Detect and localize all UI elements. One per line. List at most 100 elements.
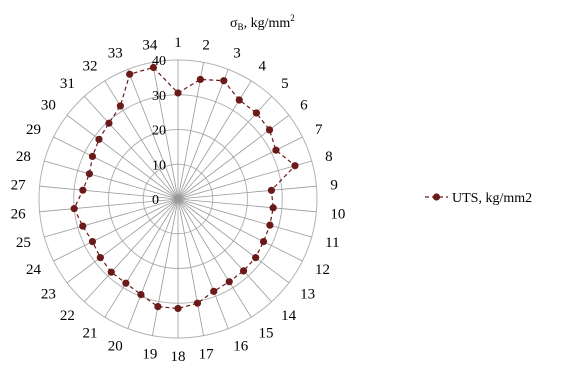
units-text: , kg/mm xyxy=(244,16,291,31)
data-point xyxy=(174,89,182,97)
spoke xyxy=(39,185,179,200)
category-label: 6 xyxy=(300,97,308,113)
category-label: 5 xyxy=(281,76,289,92)
spoke xyxy=(66,114,179,200)
spoke xyxy=(104,80,179,200)
spoke xyxy=(177,198,317,213)
data-point xyxy=(252,109,261,117)
category-label: 10 xyxy=(330,206,345,222)
data-point xyxy=(272,146,280,154)
category-label: 9 xyxy=(330,178,338,194)
spoke xyxy=(44,160,179,200)
data-point xyxy=(116,102,124,110)
category-label: 2 xyxy=(202,38,210,54)
category-label: 26 xyxy=(11,206,27,222)
spoke xyxy=(53,198,179,262)
data-point xyxy=(96,254,104,262)
data-point xyxy=(267,186,276,194)
spoke xyxy=(177,198,312,238)
spoke xyxy=(44,198,179,238)
category-label: 27 xyxy=(11,178,27,194)
data-point xyxy=(107,268,115,276)
series-uts xyxy=(70,63,299,313)
data-point xyxy=(239,267,248,275)
spoke xyxy=(177,198,204,336)
units-subscript: B xyxy=(238,22,244,32)
data-point xyxy=(269,204,277,212)
tick-label: 10 xyxy=(152,158,166,173)
data-point xyxy=(193,299,202,307)
data-point xyxy=(220,77,228,85)
tick-label: 0 xyxy=(152,193,159,208)
category-label: 33 xyxy=(108,46,123,62)
data-point xyxy=(265,126,274,134)
data-point xyxy=(88,237,97,246)
spoke xyxy=(177,185,317,200)
data-point xyxy=(95,135,103,143)
spoke xyxy=(127,198,179,329)
category-label: 22 xyxy=(60,308,75,324)
category-label: 8 xyxy=(325,149,333,165)
data-point xyxy=(122,279,130,287)
data-point xyxy=(266,221,274,229)
category-label: 11 xyxy=(325,235,339,251)
category-label: 21 xyxy=(82,325,97,341)
spoke xyxy=(177,198,290,284)
data-point xyxy=(149,63,158,72)
category-labels: 1 2 34567891011121314151617181920212223242… xyxy=(11,35,346,365)
category-label: 4 xyxy=(259,59,267,75)
data-point xyxy=(210,287,218,295)
data-point xyxy=(225,278,233,286)
data-point xyxy=(291,162,299,170)
tick-label: 20 xyxy=(152,124,166,139)
data-point xyxy=(137,290,145,299)
category-label: 17 xyxy=(199,346,215,362)
units-label: σB, kg/mm2 xyxy=(230,13,295,32)
tick-label: 30 xyxy=(152,89,166,104)
category-label: 31 xyxy=(60,76,75,92)
category-label: 24 xyxy=(26,262,42,278)
spoke xyxy=(39,198,179,213)
data-point xyxy=(88,152,97,161)
spoke xyxy=(177,198,252,318)
spoke xyxy=(152,62,179,200)
legend-label: UTS, kg/mm2 xyxy=(452,191,532,206)
category-label: 14 xyxy=(281,308,297,324)
spoke xyxy=(84,96,179,200)
data-point xyxy=(79,186,87,194)
category-label: 13 xyxy=(300,287,315,303)
category-label: 20 xyxy=(108,338,123,354)
spoke xyxy=(177,198,303,262)
category-label: 32 xyxy=(82,59,97,75)
data-point xyxy=(154,302,162,311)
data-point xyxy=(252,254,260,262)
units-symbol: σ xyxy=(230,16,238,31)
category-label: 28 xyxy=(16,149,31,165)
data-point xyxy=(259,237,268,246)
spoke xyxy=(177,160,312,200)
category-label: 3 xyxy=(233,46,241,62)
data-point xyxy=(126,70,134,78)
category-label: 1 xyxy=(174,35,182,51)
category-label: 29 xyxy=(26,122,41,138)
units-superscript: 2 xyxy=(290,13,295,23)
spoke xyxy=(177,198,229,329)
spoke xyxy=(177,136,303,200)
spoke xyxy=(84,198,179,302)
radar-spokes xyxy=(39,60,317,338)
legend-marker xyxy=(432,193,441,201)
spoke xyxy=(104,198,179,318)
spoke xyxy=(53,136,179,200)
spoke xyxy=(177,69,229,200)
spoke xyxy=(177,62,204,200)
category-label: 23 xyxy=(41,287,56,303)
spoke xyxy=(152,198,179,336)
spoke xyxy=(177,198,272,302)
legend: UTS, kg/mm2 xyxy=(425,191,532,206)
category-label: 15 xyxy=(259,325,274,341)
spoke xyxy=(66,198,179,284)
category-label: 12 xyxy=(315,262,330,278)
data-point xyxy=(235,96,243,104)
category-label: 30 xyxy=(41,97,56,113)
